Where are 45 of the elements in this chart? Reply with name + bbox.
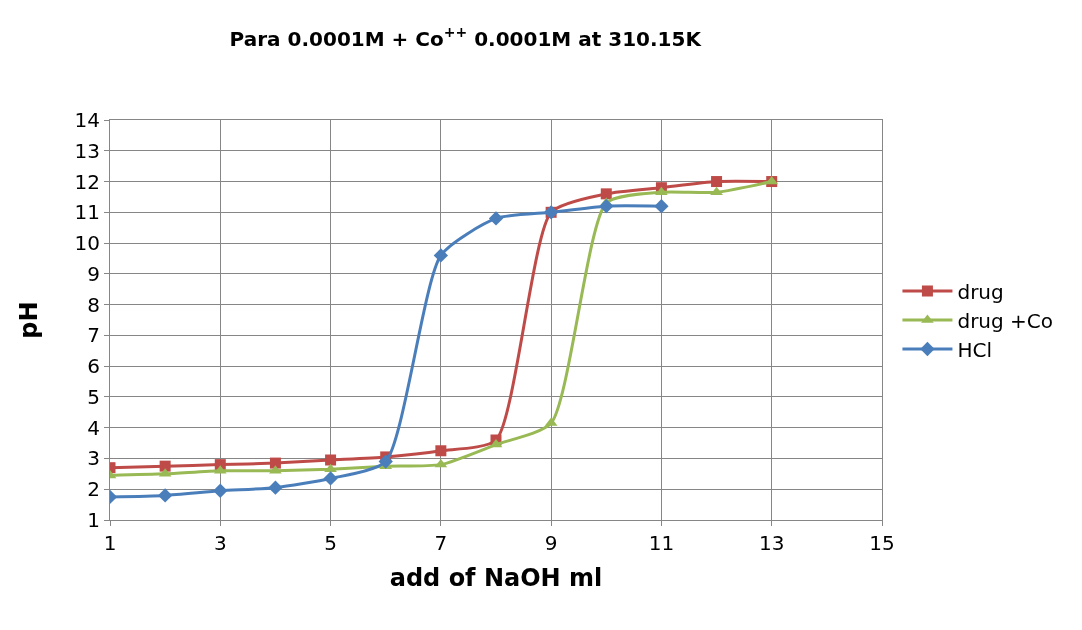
y-tick-label: 9 [87, 261, 100, 286]
y-tick-label: 10 [74, 231, 100, 256]
y-axis-title: pH [14, 301, 43, 339]
y-tick-label: 5 [87, 384, 100, 409]
y-tick-label: 8 [87, 292, 100, 317]
y-tick-label: 14 [74, 108, 100, 132]
point [600, 188, 612, 200]
x-tick-label: 7 [434, 531, 448, 555]
y-tick-label: 11 [74, 200, 100, 225]
point [323, 471, 338, 486]
point [268, 480, 283, 495]
x-tick-label: 3 [213, 531, 227, 555]
point [159, 460, 171, 472]
x-tick-label: 11 [648, 531, 675, 555]
point [157, 488, 173, 503]
x-axis-title: add of NaOH ml [389, 564, 603, 593]
point [269, 457, 281, 469]
y-tick-label: 2 [87, 477, 100, 502]
x-tick-label: 1 [103, 531, 117, 555]
legend-label: drug [957, 279, 1004, 304]
point [213, 483, 228, 498]
point [655, 186, 668, 196]
point [378, 454, 393, 469]
legend-label: HCl [957, 337, 992, 362]
point [325, 454, 337, 466]
point [599, 199, 614, 214]
y-tick-label: 6 [87, 354, 100, 379]
y-tick-label: 13 [74, 138, 100, 163]
point [488, 211, 504, 226]
y-tick-label: 3 [87, 446, 100, 471]
point [654, 199, 669, 214]
point [711, 176, 723, 188]
legend-label: drug +Co [957, 308, 1054, 333]
x-tick-label: 15 [869, 531, 895, 555]
x-tick-label: 9 [544, 531, 558, 555]
y-tick-label: 1 [87, 508, 100, 532]
y-tick-label: 12 [74, 169, 100, 194]
point [710, 186, 723, 196]
point [435, 445, 447, 457]
x-tick-label: 13 [758, 531, 785, 555]
y-tick-label: 4 [87, 415, 100, 440]
x-tick-label: 5 [324, 531, 337, 555]
point [433, 248, 449, 263]
y-tick-label: 7 [87, 323, 100, 348]
chart-title: Para 0.0001M + Co$^{++}$ 0.0001M at 310.15K [229, 24, 703, 51]
